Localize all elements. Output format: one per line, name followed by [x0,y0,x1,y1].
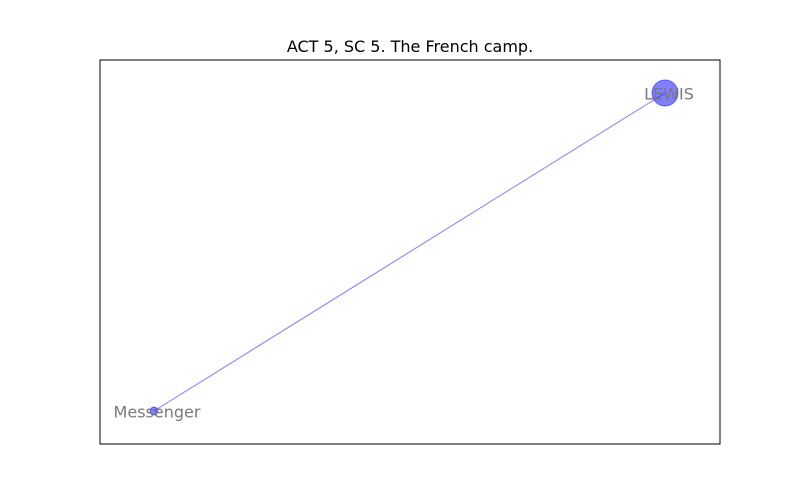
node-lewis [651,79,679,107]
chart-title: ACT 5, SC 5. The French camp. [287,37,533,56]
nodes-layer [149,79,679,416]
edge-lewis-messenger [153,92,666,412]
labels-layer: LEWIS Messenger [114,85,694,422]
node-label-messenger: Messenger [114,403,201,422]
node-messenger [149,406,159,416]
node-label-lewis: LEWIS [644,85,694,104]
edges-layer [153,92,666,412]
plot-frame [99,59,721,445]
